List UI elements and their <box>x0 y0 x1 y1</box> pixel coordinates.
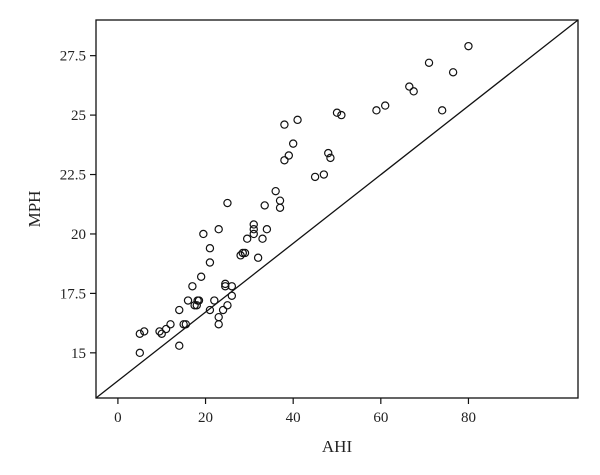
data-point <box>464 41 473 51</box>
data-point <box>372 106 381 115</box>
data-point <box>240 248 250 258</box>
data-point <box>166 320 175 329</box>
data-point <box>258 234 267 243</box>
x-tick-label: 0 <box>114 410 122 426</box>
fit-line <box>95 19 579 399</box>
data-point <box>448 68 458 77</box>
data-point <box>183 296 193 305</box>
data-point <box>223 301 232 310</box>
data-point <box>192 301 201 310</box>
x-tick-label: 20 <box>198 410 213 426</box>
data-point <box>409 87 418 96</box>
y-tick-label: 27.5 <box>60 49 86 65</box>
y-tick-label: 25 <box>71 108 86 124</box>
data-point <box>249 220 258 229</box>
data-point <box>214 320 223 329</box>
data-point <box>214 225 223 234</box>
data-point <box>324 148 333 158</box>
data-point <box>139 327 149 336</box>
data-point <box>175 341 184 350</box>
data-point <box>161 324 171 334</box>
data-point <box>284 151 293 160</box>
data-point <box>280 156 289 165</box>
data-point <box>227 282 237 291</box>
data-point <box>293 115 302 125</box>
data-point <box>205 244 215 253</box>
y-axis: 15 17.5 20 22.5 25 27.5 <box>60 49 96 362</box>
x-axis: 0 20 40 60 80 <box>114 398 476 426</box>
data-point <box>242 234 252 243</box>
data-point <box>288 139 298 148</box>
data-point <box>210 296 219 305</box>
data-point <box>205 258 215 267</box>
data-point <box>238 248 247 258</box>
y-tick-label: 17.5 <box>60 286 86 302</box>
data-point <box>275 196 285 205</box>
data-point <box>227 291 237 300</box>
x-axis-title: AHI <box>322 437 353 456</box>
data-point <box>188 282 197 291</box>
data-point <box>275 203 285 213</box>
data-point <box>437 106 447 115</box>
data-point <box>218 305 228 315</box>
data-point <box>326 153 335 163</box>
y-tick-label: 20 <box>71 227 86 243</box>
data-point <box>236 251 245 260</box>
data-point <box>205 305 215 315</box>
data-point <box>175 305 184 315</box>
data-point <box>194 296 204 305</box>
data-point <box>332 108 342 117</box>
data-point <box>135 329 145 339</box>
data-point <box>135 348 145 358</box>
data-point <box>260 201 269 210</box>
data-point <box>179 320 188 329</box>
data-point <box>310 172 320 182</box>
data-point <box>196 272 206 281</box>
plot-frame <box>95 19 579 399</box>
y-tick-label: 22.5 <box>60 168 86 184</box>
data-point <box>157 329 166 339</box>
data-point <box>280 120 289 129</box>
data-point <box>249 229 258 239</box>
data-point <box>424 58 434 67</box>
data-point <box>319 170 329 179</box>
data-points <box>135 41 473 358</box>
data-point <box>249 225 258 234</box>
data-point <box>221 282 230 291</box>
data-point <box>381 101 390 110</box>
data-point <box>262 225 272 234</box>
data-point <box>223 198 232 208</box>
x-tick-label: 80 <box>461 410 476 426</box>
data-point <box>214 312 223 322</box>
data-point <box>253 253 263 262</box>
data-point <box>199 229 208 239</box>
data-point <box>271 186 280 196</box>
x-tick-label: 60 <box>373 410 388 426</box>
data-point <box>405 82 414 91</box>
x-tick-label: 40 <box>286 410 301 426</box>
y-axis-title: MPH <box>25 191 44 228</box>
data-point <box>337 110 346 120</box>
data-point <box>181 320 191 329</box>
y-tick-label: 15 <box>71 346 86 362</box>
